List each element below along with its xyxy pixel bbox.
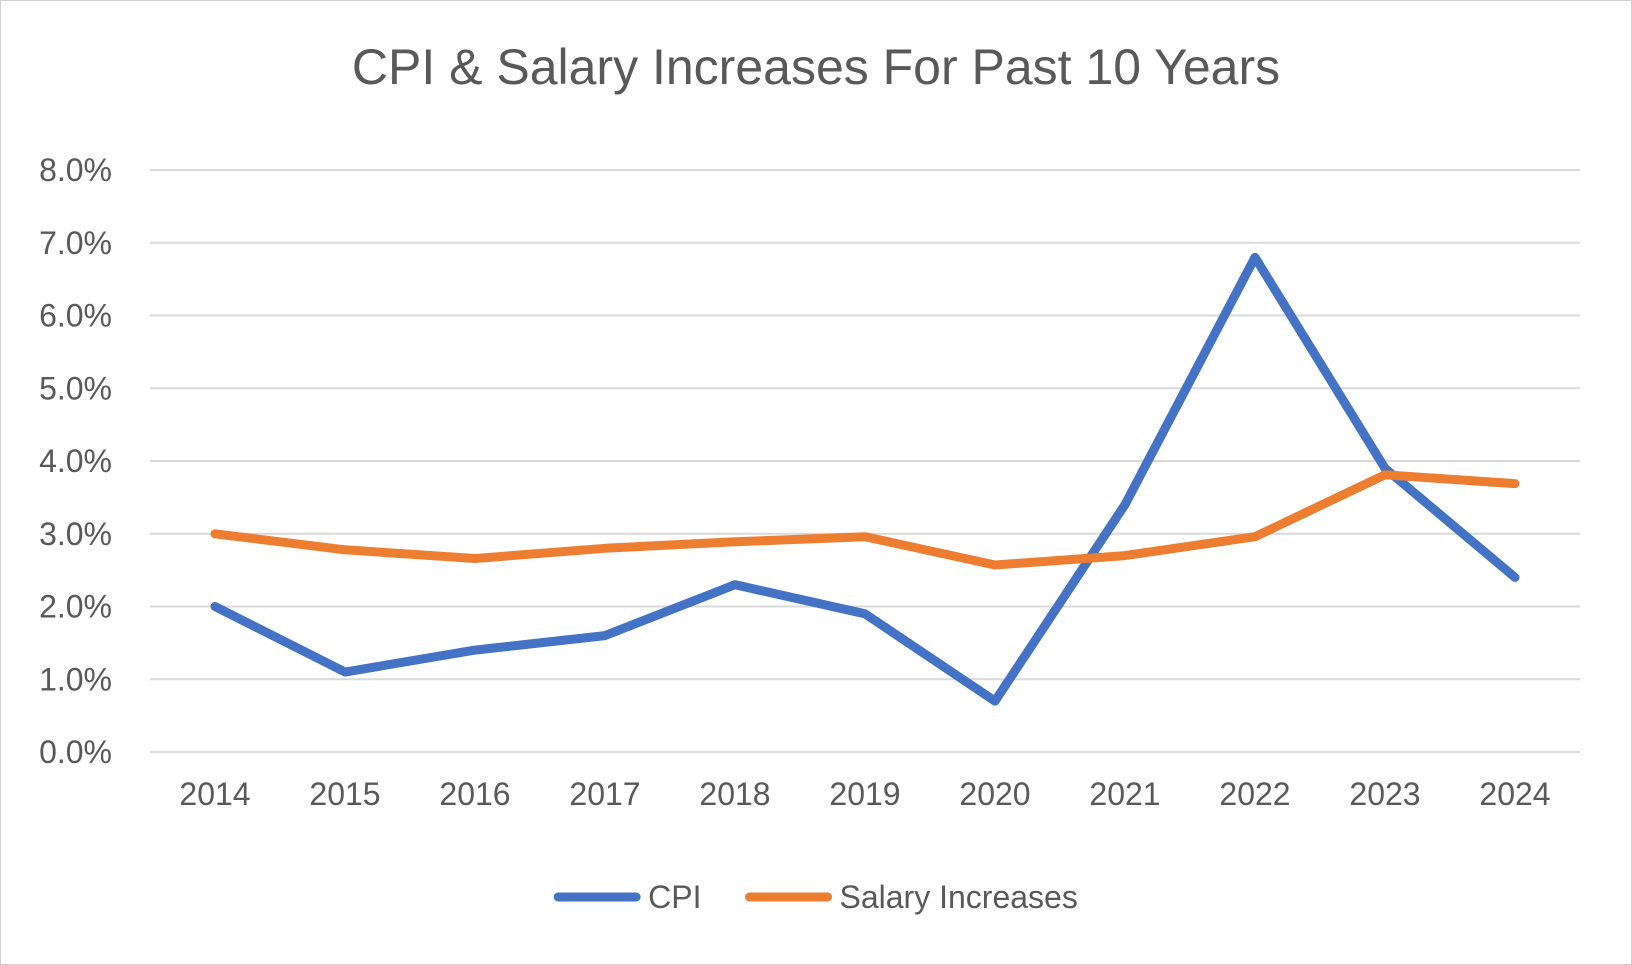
data-point-cpi <box>994 700 996 702</box>
series-lines <box>210 252 1520 706</box>
data-point-cpi <box>1124 504 1126 506</box>
x-tick-label: 2022 <box>1219 776 1290 812</box>
data-point-salary-increases <box>994 564 996 566</box>
data-point-cpi <box>604 635 606 637</box>
x-axis-tick-labels: 2014 2015 2016 2017 2018 2019 2020 2021 2022 2023… <box>179 776 1550 812</box>
data-point-cpi <box>1384 467 1386 469</box>
y-tick-label: 6.0% <box>39 298 112 334</box>
legend-label-cpi: CPI <box>648 879 701 915</box>
data-point-salary-increases <box>604 547 606 549</box>
data-point-salary-increases <box>1254 536 1256 538</box>
x-tick-label: 2024 <box>1479 776 1550 812</box>
y-tick-label: 0.0% <box>39 734 112 770</box>
data-point-salary-increases <box>1384 474 1386 476</box>
data-point-salary-increases <box>734 541 736 543</box>
y-tick-label: 7.0% <box>39 225 112 261</box>
chart-title: CPI & Salary Increases For Past 10 Years <box>351 39 1281 95</box>
x-tick-label: 2018 <box>699 776 770 812</box>
data-point-salary-increases <box>864 536 866 538</box>
data-point-cpi <box>864 613 866 615</box>
y-tick-label: 3.0% <box>39 516 112 552</box>
x-tick-label: 2021 <box>1089 776 1160 812</box>
data-point-salary-increases <box>474 557 476 559</box>
y-tick-label: 4.0% <box>39 443 112 479</box>
y-axis-tick-labels: 0.0% 1.0% 2.0% 3.0% 4.0% 5.0% 6.0% 7.0% 8.0% <box>39 152 112 770</box>
y-tick-label: 2.0% <box>39 589 112 625</box>
data-point-salary-increases <box>344 549 346 551</box>
data-point-salary-increases <box>1514 483 1516 485</box>
x-tick-label: 2016 <box>439 776 510 812</box>
data-point-salary-increases <box>1124 555 1126 557</box>
gridlines <box>150 169 1580 753</box>
legend-label-salary-increases: Salary Increases <box>840 879 1078 915</box>
legend: CPI Salary Increases <box>553 879 1078 915</box>
data-point-cpi <box>1514 576 1516 578</box>
x-tick-label: 2020 <box>959 776 1030 812</box>
data-point-salary-increases <box>214 533 216 535</box>
data-point-cpi <box>1254 256 1256 258</box>
series-line-cpi <box>210 252 1520 706</box>
x-tick-label: 2017 <box>569 776 640 812</box>
x-tick-label: 2014 <box>179 776 250 812</box>
data-point-cpi <box>734 584 736 586</box>
data-point-cpi <box>344 671 346 673</box>
x-tick-label: 2015 <box>309 776 380 812</box>
y-tick-label: 1.0% <box>39 661 112 697</box>
x-tick-label: 2019 <box>829 776 900 812</box>
y-tick-label: 5.0% <box>39 370 112 406</box>
series-line-salary-increases <box>210 470 1520 570</box>
x-tick-label: 2023 <box>1349 776 1420 812</box>
data-point-cpi <box>214 606 216 607</box>
y-tick-label: 8.0% <box>39 152 112 188</box>
data-point-cpi <box>474 649 476 651</box>
